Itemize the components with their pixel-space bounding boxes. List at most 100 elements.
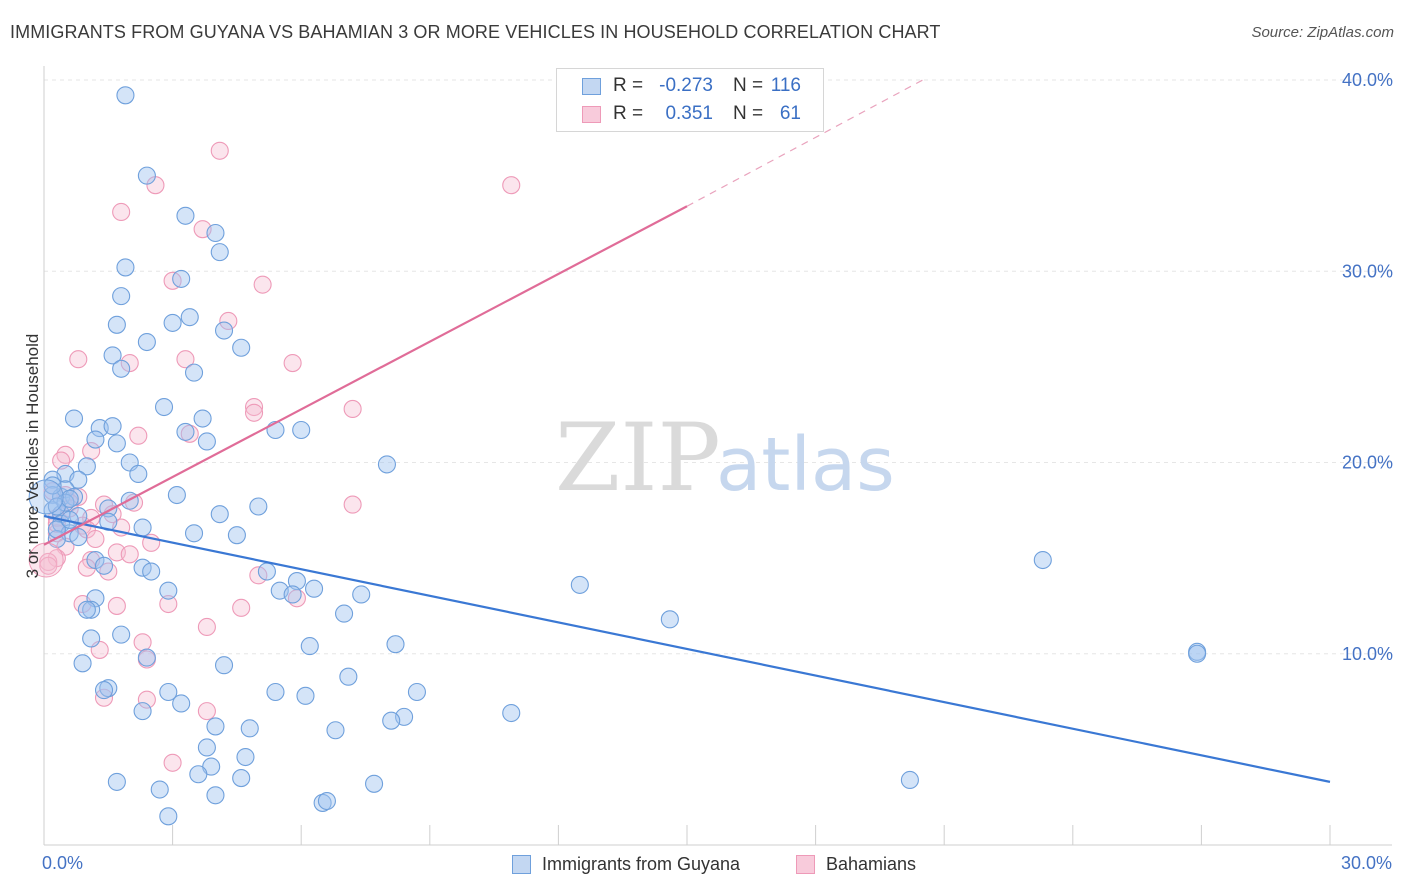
point-guyana — [159, 807, 178, 826]
point-guyana — [77, 600, 96, 619]
trend-line-bahamians-extension — [686, 79, 924, 207]
data-points — [28, 86, 1207, 826]
point-guyana — [64, 409, 84, 428]
stats-swatch-guyana — [582, 78, 601, 95]
point-guyana — [116, 258, 135, 277]
point-guyana — [193, 409, 212, 428]
point-guyana — [77, 457, 96, 476]
point-guyana — [197, 738, 216, 757]
point-bahamians — [244, 397, 264, 417]
trend-lines — [43, 79, 1331, 783]
point-guyana — [94, 681, 114, 700]
y-tick-label: 40.0% — [1342, 70, 1393, 90]
point-guyana — [189, 765, 208, 784]
trend-line-guyana — [43, 514, 1331, 783]
point-guyana — [365, 774, 384, 793]
point-guyana — [305, 579, 324, 598]
point-bahamians — [159, 594, 178, 614]
point-guyana — [339, 667, 358, 686]
chart-title: IMMIGRANTS FROM GUYANA VS BAHAMIAN 3 OR … — [10, 22, 941, 42]
point-guyana — [69, 470, 88, 489]
point-guyana — [502, 703, 521, 723]
point-bahamians — [253, 275, 272, 294]
point-guyana — [232, 769, 251, 788]
point-guyana — [142, 562, 161, 581]
stats-r-value: 0.351 — [665, 103, 713, 124]
point-guyana — [159, 581, 178, 600]
point-bahamians — [249, 566, 268, 585]
y-tick-label: 10.0% — [1342, 644, 1393, 664]
stats-r-value: -0.273 — [659, 75, 713, 96]
stats-n-label: N = — [733, 103, 764, 124]
point-guyana — [206, 786, 225, 805]
point-guyana — [184, 363, 204, 382]
stats-swatch-bahamians — [582, 106, 601, 123]
point-guyana — [154, 397, 174, 417]
point-guyana — [1188, 644, 1207, 663]
point-guyana — [210, 243, 229, 262]
point-guyana — [107, 315, 126, 334]
stats-n-value: 116 — [770, 75, 801, 96]
stats-r-label: R = — [613, 75, 644, 96]
x-tick-label: 30.0% — [1341, 853, 1392, 873]
point-guyana — [266, 682, 285, 702]
point-guyana — [214, 321, 234, 340]
point-guyana — [69, 528, 88, 547]
point-guyana — [184, 524, 204, 543]
point-bahamians — [137, 690, 156, 709]
point-guyana — [133, 558, 152, 577]
legend-swatch-guyana — [512, 855, 531, 874]
point-guyana — [660, 610, 679, 629]
axes: 10.0% 20.0% 30.0% 40.0% 0.0% 30.0% — [42, 66, 1393, 873]
point-guyana — [300, 637, 319, 656]
point-bahamians — [343, 399, 362, 419]
stats-n-value: 61 — [779, 103, 801, 124]
point-guyana — [69, 506, 88, 526]
point-guyana — [210, 505, 229, 524]
point-guyana — [214, 656, 234, 675]
y-tick-label: 20.0% — [1342, 453, 1393, 473]
point-guyana — [172, 694, 191, 713]
point-guyana — [112, 287, 131, 306]
point-guyana — [206, 223, 225, 243]
stats-row-guyana: R = -0.273 N = 116 — [557, 72, 823, 100]
chart-source: Source: ZipAtlas.com — [1251, 24, 1394, 41]
watermark-atlas: atlas — [716, 422, 895, 508]
point-bahamians — [343, 495, 362, 514]
point-guyana — [570, 575, 589, 594]
point-guyana — [287, 572, 306, 591]
point-guyana — [112, 625, 131, 644]
point-bahamians — [69, 350, 88, 369]
point-guyana — [317, 791, 336, 811]
point-guyana — [900, 770, 919, 790]
watermark-zip: ZIP — [555, 404, 721, 513]
point-bahamians — [133, 633, 152, 652]
point-guyana — [1033, 550, 1052, 570]
point-guyana — [377, 455, 396, 474]
point-guyana — [227, 526, 246, 545]
point-bahamians — [197, 617, 216, 637]
point-bahamians — [219, 311, 238, 331]
point-bahamians — [129, 426, 148, 445]
point-guyana — [137, 648, 156, 667]
point-guyana — [240, 719, 259, 738]
point-guyana — [206, 717, 225, 736]
point-bahamians — [52, 451, 71, 470]
point-bahamians — [39, 556, 58, 575]
point-guyana — [326, 721, 345, 740]
point-guyana — [197, 432, 216, 451]
point-bahamians — [39, 552, 58, 572]
point-guyana — [94, 556, 114, 575]
point-guyana — [129, 464, 148, 484]
point-bahamians — [197, 702, 216, 721]
point-guyana — [43, 476, 62, 495]
point-guyana — [137, 166, 156, 185]
point-guyana — [232, 338, 251, 357]
point-guyana — [407, 682, 426, 702]
point-guyana — [167, 485, 186, 505]
point-bahamians — [176, 350, 195, 369]
point-guyana — [103, 417, 122, 436]
point-guyana — [159, 682, 178, 702]
point-guyana — [249, 497, 268, 516]
